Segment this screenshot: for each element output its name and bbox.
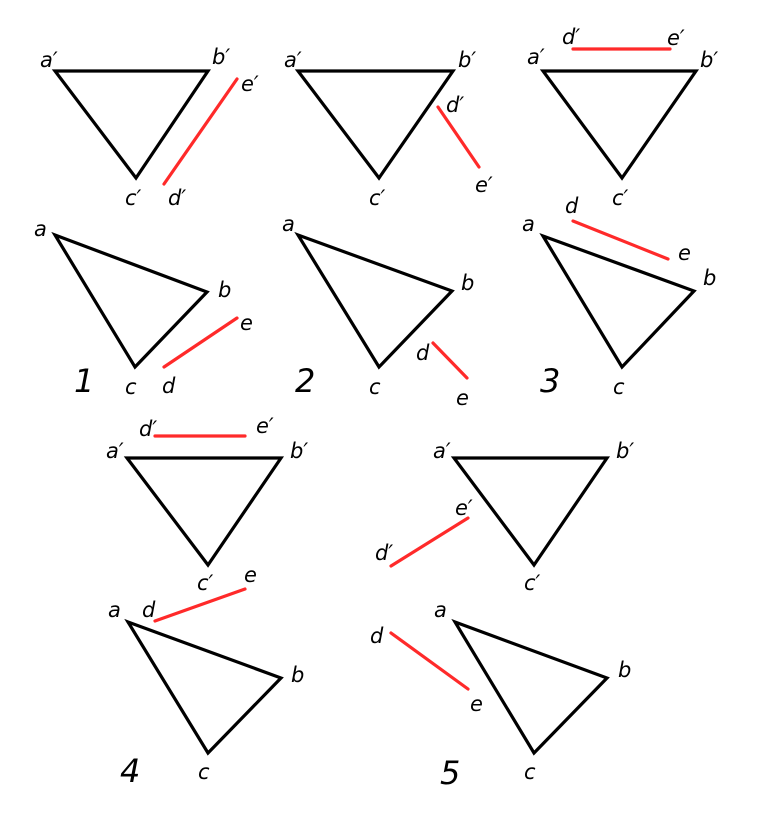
variant-1-front-triangle (55, 71, 208, 178)
variant-3-front-label-b: b′ (700, 48, 718, 72)
variant-5-top-label-d: d (370, 624, 384, 648)
variant-4-top-triangle (128, 622, 281, 753)
variant-4-front-label-e: e′ (256, 414, 274, 438)
variant-4-top-label-e: e (244, 563, 257, 587)
variant-3-front-label-d: d′ (562, 25, 580, 49)
variant-2-top-label-e: e (456, 386, 469, 410)
variant-1-number: 1 (74, 362, 94, 400)
variant-1-front-label-d: d′ (168, 186, 186, 210)
variant-3-number: 3 (540, 362, 560, 400)
variant-2-front-label-b: b′ (458, 48, 476, 72)
variant-5: a′ b′ c′ d′ e′ a b c d e 5 (370, 439, 634, 792)
variant-4-front-label-c: c′ (197, 571, 214, 595)
variant-1-top-label-d: d (162, 374, 176, 398)
variant-3-top-triangle (543, 236, 694, 367)
variant-2-front-label-d: d′ (446, 93, 464, 117)
variant-3-front-label-a: a′ (527, 45, 545, 69)
variant-5-front-segment-de (391, 518, 468, 566)
variant-2-top-label-c: c (369, 375, 381, 399)
variant-1-top-label-e: e (240, 311, 253, 335)
variant-1-top-label-a: a (34, 217, 47, 241)
variant-1-front-label-e: e′ (241, 72, 259, 96)
variant-2-front-label-c: c′ (369, 186, 386, 210)
variant-1-front-label-a: a′ (40, 48, 58, 72)
variant-5-number: 5 (440, 754, 460, 792)
variant-5-front-label-a: a′ (433, 439, 451, 463)
variant-4-top-label-c: c (198, 760, 210, 784)
variant-2-front-triangle (298, 71, 453, 178)
variant-4-top-label-a: a (108, 598, 121, 622)
variant-1-front-segment-de (164, 79, 237, 184)
variant-4-front-label-a: a′ (106, 439, 124, 463)
variant-3-front-label-e: e′ (667, 26, 685, 50)
variant-4-front-label-b: b′ (290, 439, 308, 463)
variant-1: a′ b′ c′ d′ e′ a b c d e 1 (34, 45, 259, 400)
variant-1-top-triangle (55, 235, 207, 367)
variant-5-top-triangle (455, 622, 607, 753)
variant-2-top-segment-de (433, 343, 467, 378)
variant-1-top-label-c: c (125, 375, 137, 399)
variant-5-top-label-a: a (434, 598, 447, 622)
variant-5-front-label-c: c′ (524, 571, 541, 595)
variant-2-number: 2 (295, 362, 315, 400)
variant-2-front-label-e: e′ (475, 173, 493, 197)
variant-3-top-label-b: b (703, 266, 716, 290)
variant-2: a′ b′ c′ d′ e′ a b c d e 2 (282, 48, 493, 410)
variant-5-front-triangle (454, 458, 607, 565)
variant-1-top-label-b: b (218, 278, 231, 302)
variant-3-front-triangle (543, 71, 696, 178)
variant-5-top-label-b: b (618, 658, 631, 682)
variant-3: a′ b′ c′ d′ e′ a b c d e 3 (522, 25, 718, 400)
variant-4-front-triangle (127, 458, 281, 565)
variant-2-top-label-d: d (416, 341, 430, 365)
variant-5-top-segment-de (391, 633, 468, 689)
variant-5-front-label-e: e′ (455, 496, 473, 520)
variant-3-top-label-d: d (565, 194, 579, 218)
variant-5-front-label-b: b′ (616, 439, 634, 463)
variant-5-top-label-e: e (470, 692, 483, 716)
variant-5-top-label-c: c (524, 760, 536, 784)
variant-4-top-label-d: d (142, 598, 156, 622)
variant-2-top-label-a: a (282, 212, 295, 236)
variant-3-front-label-c: c′ (612, 186, 629, 210)
variant-5-front-label-d: d′ (375, 541, 393, 565)
variant-3-top-label-a: a (522, 212, 535, 236)
variant-1-front-label-c: c′ (125, 186, 142, 210)
variant-4-number: 4 (120, 752, 140, 790)
variant-4: a′ b′ c′ d′ e′ a b c d e 4 (106, 414, 308, 790)
variant-4-top-label-b: b (291, 663, 304, 687)
variant-1-front-label-b: b′ (212, 45, 230, 69)
variant-4-front-label-d: d′ (139, 417, 157, 441)
variant-3-top-label-e: e (678, 241, 691, 265)
variant-2-top-label-b: b (461, 271, 474, 295)
variant-3-top-label-c: c (613, 375, 625, 399)
variant-2-front-label-a: a′ (284, 48, 302, 72)
